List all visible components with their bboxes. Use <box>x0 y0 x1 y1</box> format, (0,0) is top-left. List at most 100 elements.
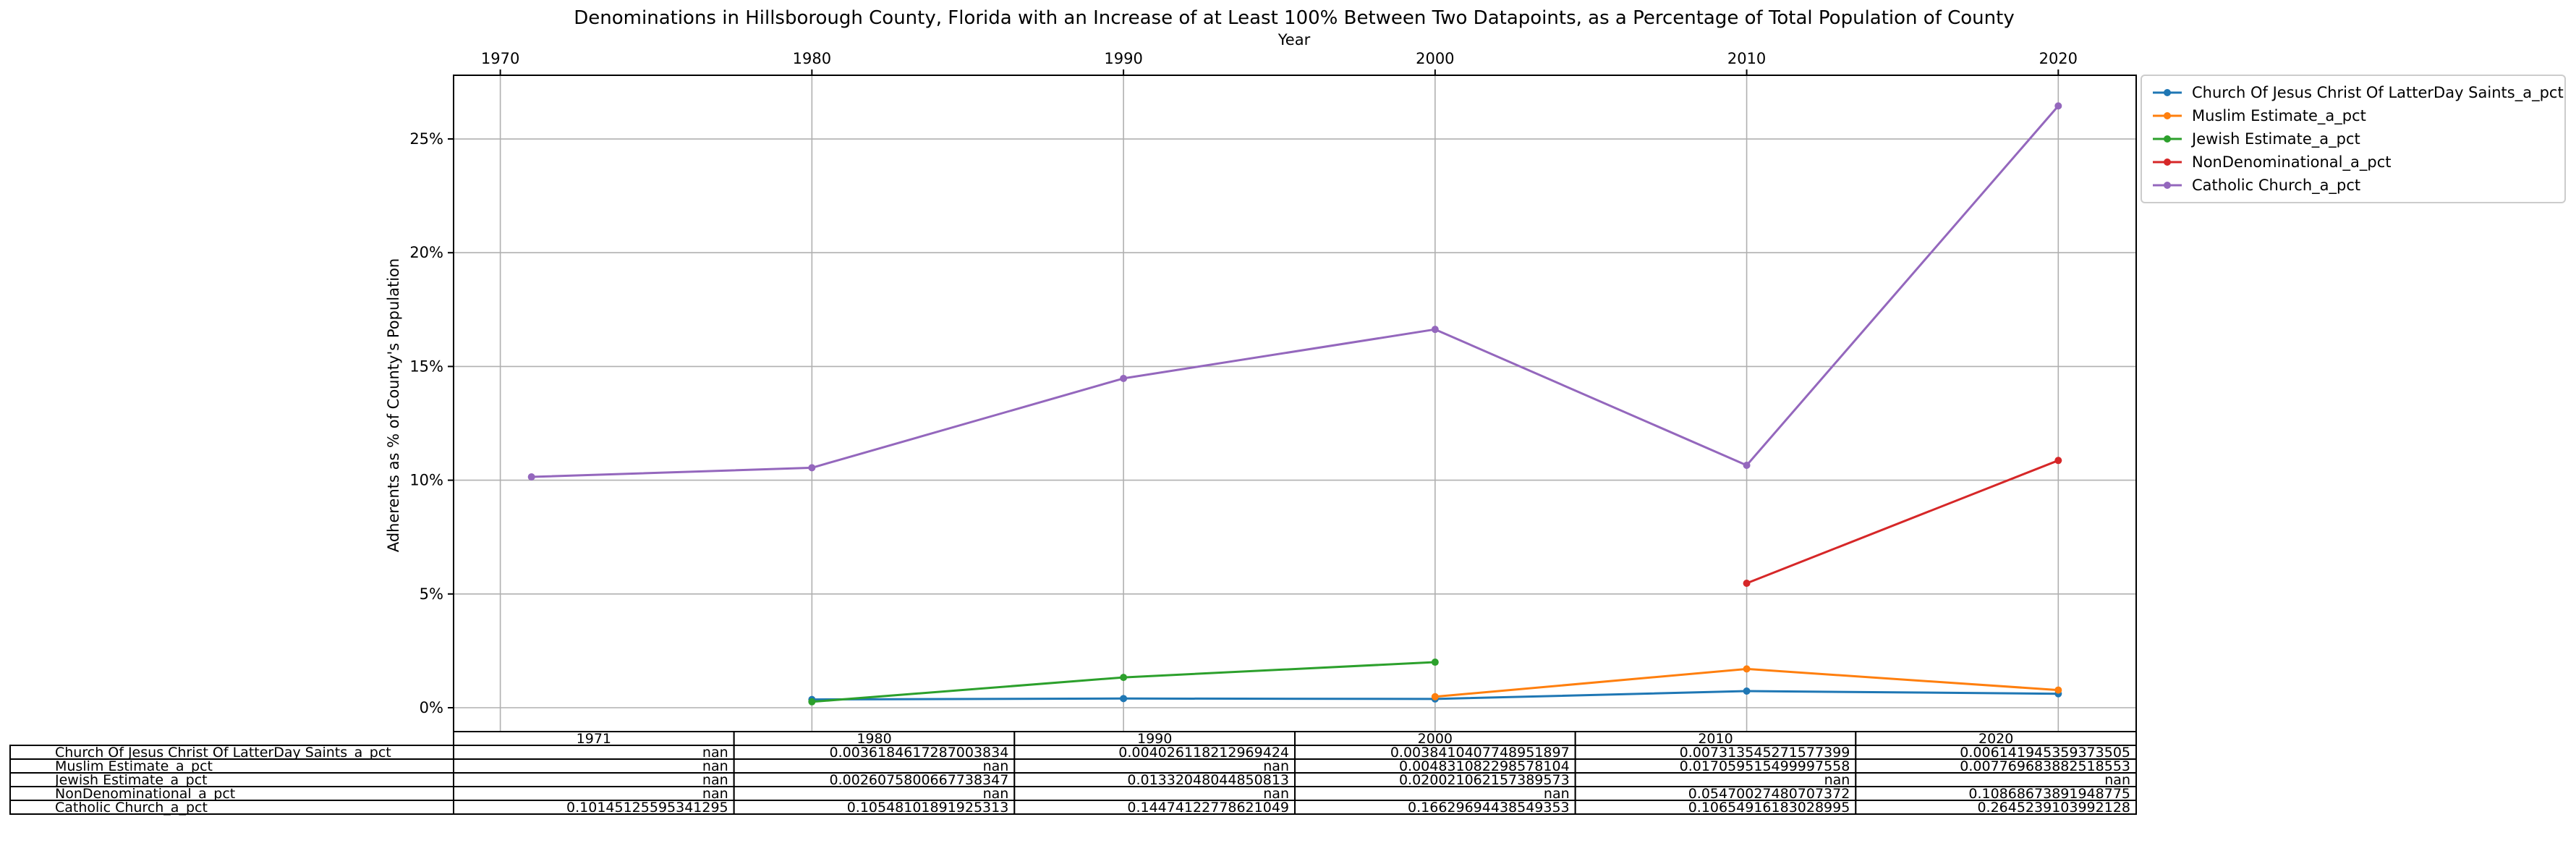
series-line <box>531 105 2059 478</box>
data-point <box>1120 374 1128 382</box>
table-row-label: Church Of Jesus Christ Of LatterDay Sain… <box>55 745 391 761</box>
legend: Church Of Jesus Christ Of LatterDay Sain… <box>2141 75 2566 203</box>
table-cell-value: 0.004026118212969424 <box>1118 745 1289 761</box>
legend-label: Church Of Jesus Christ Of LatterDay Sain… <box>2192 84 2564 102</box>
table-cell-value: 0.10145125595341295 <box>566 800 728 816</box>
table-cell-value: nan <box>1824 772 1850 788</box>
table-cell-value: nan <box>1263 758 1289 774</box>
table-column-header: 1980 <box>856 731 891 747</box>
series-2 <box>1431 665 2062 700</box>
x-tick-label: 2020 <box>2039 50 2078 67</box>
table-cell-value: nan <box>2104 772 2130 788</box>
table-cell <box>453 786 735 801</box>
table-cell-value: 0.004831082298578104 <box>1399 758 1570 774</box>
x-axis-ticks: 1970 1980 1990 2000 2010 2020 <box>481 50 2078 75</box>
series-4 <box>1743 457 2062 588</box>
table-cell-value: 0.16629694438549353 <box>1408 800 1570 816</box>
y-axis-ticks: 0% 5% 10% 15% 20% 25% <box>409 130 454 716</box>
y-tick-label: 15% <box>409 357 443 375</box>
y-tick-label: 20% <box>409 244 443 261</box>
table-cell <box>1574 772 1857 787</box>
legend-frame <box>2141 75 2566 203</box>
chart-title: Denominations in Hillsborough County, Fl… <box>574 7 2014 29</box>
table-cell-value: nan <box>983 758 1009 774</box>
data-point <box>1743 687 1751 695</box>
legend-swatch-marker <box>2164 158 2171 166</box>
x-tick-label: 1980 <box>793 50 831 67</box>
data-point <box>808 698 816 706</box>
table-cell-value: 0.020021062157389573 <box>1399 772 1570 788</box>
table-cell-value: 0.007313545271577399 <box>1680 745 1850 761</box>
y-tick-label: 25% <box>409 130 443 148</box>
table-cell-value: 0.017059515499997558 <box>1680 758 1850 774</box>
table-row-label: Catholic Church_a_pct <box>55 800 208 816</box>
table-cell-value: 0.0038410407748951897 <box>1390 745 1570 761</box>
data-table: 1971 1980 1990 2000 2010 2020 Church Of Jesus … <box>9 731 2137 816</box>
table-row-label: NonDenominational_a_pct <box>55 786 235 802</box>
table-cell-value: 0.2645239103992128 <box>1977 800 2130 816</box>
table-cell <box>733 758 1016 774</box>
data-point <box>1743 462 1751 470</box>
table-column-header: 2010 <box>1698 731 1733 747</box>
data-point <box>1743 665 1751 673</box>
table-cell <box>453 745 735 760</box>
y-axis-label: Adherents as % of County's Population <box>385 258 402 552</box>
data-point <box>1743 580 1751 588</box>
table-column-header: 1990 <box>1137 731 1172 747</box>
table-cell <box>1855 772 2137 787</box>
legend-label: Catholic Church_a_pct <box>2192 177 2360 195</box>
table-row-label: Jewish Estimate_a_pct <box>54 772 208 788</box>
table-cell-value: 0.007769683882518553 <box>1960 758 2130 774</box>
table-cell-value: nan <box>702 772 728 788</box>
x-tick-label: 1990 <box>1104 50 1142 67</box>
data-point <box>1431 693 1439 700</box>
grid-lines <box>454 75 2136 732</box>
table-cell <box>1013 758 1296 774</box>
table-cell-value: 0.10868673891948775 <box>1968 786 2130 802</box>
legend-label: NonDenominational_a_pct <box>2192 153 2392 172</box>
table-cell-value: nan <box>1263 786 1289 802</box>
table-cell <box>1013 786 1296 801</box>
data-point <box>2054 102 2062 110</box>
table-cell <box>1855 800 2137 815</box>
legend-swatch-marker <box>2164 182 2171 189</box>
series-3 <box>808 659 1439 706</box>
table-cell <box>453 758 735 774</box>
y-tick-label: 0% <box>420 699 443 716</box>
table-cell-value: 0.006141945359373505 <box>1960 745 2130 761</box>
series-line <box>1746 459 2059 585</box>
x-tick-label: 2010 <box>1727 50 1766 67</box>
x-tick-label: 2000 <box>1416 50 1454 67</box>
table-cell-value: 0.10548101891925313 <box>847 800 1009 816</box>
data-point <box>1431 659 1439 666</box>
table-cell <box>1294 786 1576 801</box>
table-cell-value: 0.05470027480707372 <box>1688 786 1850 802</box>
table-cell-value: nan <box>1544 786 1570 802</box>
table-cell-value: nan <box>702 758 728 774</box>
table-cell-value: nan <box>702 786 728 802</box>
y-tick-label: 10% <box>409 472 443 489</box>
table-cell-value: nan <box>983 786 1009 802</box>
data-point <box>2054 457 2062 465</box>
data-point <box>1120 695 1128 703</box>
data-point <box>527 473 535 481</box>
data-point <box>1120 674 1128 682</box>
legend-label: Muslim Estimate_a_pct <box>2192 107 2366 125</box>
legend-label: Jewish Estimate_a_pct <box>2190 130 2360 148</box>
legend-swatch-marker <box>2164 135 2171 143</box>
data-point <box>808 464 816 472</box>
data-point <box>2054 686 2062 694</box>
plot-area-frame <box>453 75 2137 732</box>
legend-swatch-marker <box>2164 112 2171 119</box>
table-cell-value: 0.10654916183028995 <box>1688 800 1850 816</box>
data-point <box>1431 326 1439 334</box>
series-lines <box>527 102 2062 706</box>
table-column-header: 2020 <box>1978 731 2013 747</box>
y-tick-label: 5% <box>420 585 443 603</box>
table-column-header: 2000 <box>1418 731 1453 747</box>
table-cell <box>733 786 1016 801</box>
table-cell-value: nan <box>702 745 728 761</box>
table-column-header: 1971 <box>577 731 611 747</box>
